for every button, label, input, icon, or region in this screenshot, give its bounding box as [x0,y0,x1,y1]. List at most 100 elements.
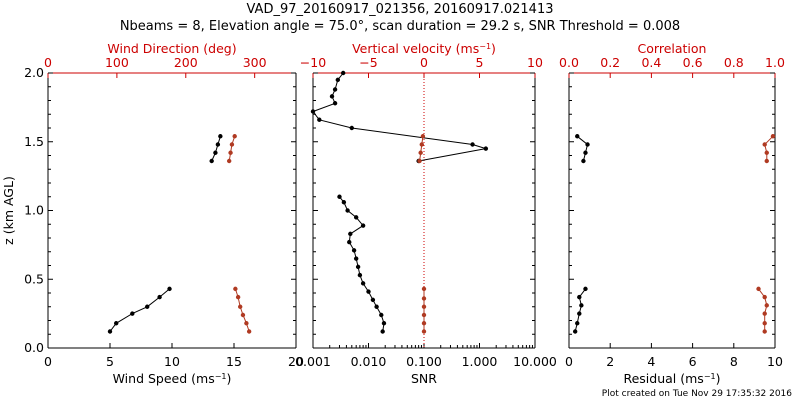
y-tick-label: 2.0 [24,65,44,80]
top-tick-label: 0.6 [683,55,703,70]
x-tick-label: 1.000 [462,354,498,369]
data-point [764,303,769,308]
x-tick-label: 2 [606,354,614,369]
x-tick-label: 20 [288,354,304,369]
data-point [762,142,767,147]
data-point [246,329,252,334]
data-point [581,158,586,164]
data-point [418,150,423,155]
data-point [345,208,350,213]
x-tick-label: 0 [44,354,52,369]
data-point [107,329,113,334]
data-point [332,87,338,92]
data-point [357,272,363,278]
data-point [355,264,361,270]
x-tick-label: 15 [226,354,242,369]
chart-title-line2: Nbeams = 8, Elevation angle = 75.0°, sca… [120,19,680,34]
data-point [420,134,426,139]
data-point [421,321,427,326]
data-point [209,158,214,164]
data-point [419,142,424,147]
top-tick-label: −5 [359,55,377,70]
data-point [764,150,769,155]
y-tick-label: 1.0 [24,203,44,218]
top-tick-label: 0.0 [559,55,579,70]
data-point [353,256,359,261]
y-tick-label: 0.0 [24,340,44,355]
top-tick-label: 0.8 [724,55,744,70]
x-tick-label: 5 [106,354,114,369]
x-tick-label: 10 [767,354,783,369]
top-tick-label: −10 [300,55,326,70]
x-axis-label: Residual (ms−1) [623,371,720,386]
top-tick-label: 10 [527,55,543,70]
y-axis-label: z (km AGL) [1,176,16,245]
data-point [329,94,335,99]
data-point [577,311,582,316]
series-line [764,135,774,161]
x-tick-label: 4 [647,354,655,369]
data-point [310,109,316,114]
data-point [421,296,427,301]
top-tick-label: 200 [174,55,198,70]
y-tick-label: 0.5 [24,271,44,286]
top-tick-label: 1.0 [765,55,785,70]
series-line [339,196,385,332]
data-point [218,134,223,139]
data-point [762,329,767,334]
y-tick-label: 1.5 [24,134,44,149]
x-tick-label: 0.010 [351,354,387,369]
top-tick-label: 0.4 [641,55,661,70]
data-point [470,142,475,147]
data-point [130,311,135,316]
snr-panel: 0.001 0.010 0.100 1.000 10.000 −10 −5 0 5 10 SNR Ve… [295,41,557,386]
top-tick-label: 100 [105,55,129,70]
top-tick-label: 0 [44,55,52,70]
x-axis-label: SNR [411,371,437,386]
data-point [114,321,119,326]
data-point [340,70,346,76]
data-point [351,248,357,253]
data-point [421,329,427,334]
data-point [421,286,427,292]
data-point [213,150,218,155]
data-point [145,304,150,309]
data-point [215,142,221,147]
top-tick-label: 0.2 [600,55,620,70]
plot-created-footer: Plot created on Tue Nov 29 17:35:32 2016 [602,389,792,399]
series-line [419,136,424,162]
top-axis-label: Wind Direction (deg) [107,41,236,56]
data-point [572,329,578,334]
data-point [167,286,172,292]
data-point [244,321,249,326]
x-tick-label: 0.001 [295,354,331,369]
x-tick-label: 8 [730,354,738,369]
data-point [238,304,243,309]
data-point [583,286,588,292]
data-point [348,231,353,237]
data-point [380,329,385,334]
data-point [756,286,761,292]
data-point [585,142,590,147]
data-point [347,239,352,245]
data-point [762,311,767,316]
data-point [575,134,580,139]
x-tick-label: 6 [689,354,697,369]
data-point [417,158,422,164]
data-point [360,281,366,286]
data-point [360,223,366,228]
data-point [575,321,580,326]
data-point [579,303,584,308]
top-axis-label: Correlation [638,41,707,56]
series-line [312,72,486,162]
data-point [317,117,322,122]
data-point [764,158,769,164]
data-point [421,304,427,309]
data-point [381,321,387,326]
data-point [341,200,347,205]
data-point [421,312,427,318]
top-tick-label: 300 [243,55,267,70]
data-point [232,134,237,139]
data-point [583,150,588,155]
